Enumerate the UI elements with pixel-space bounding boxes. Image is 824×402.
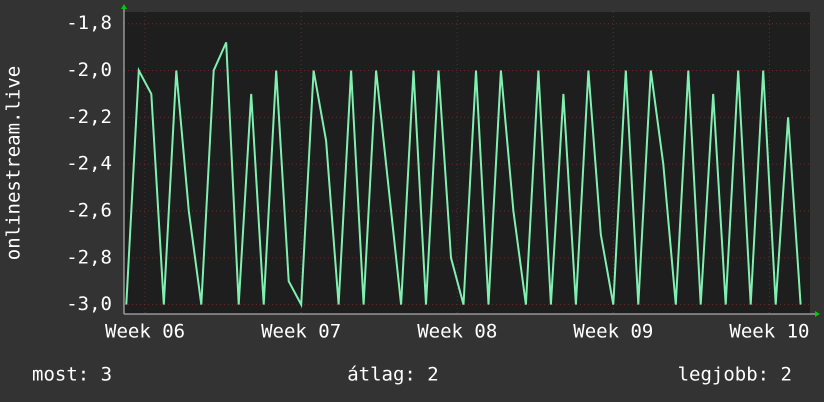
x-tick-label: Week 06 bbox=[105, 321, 185, 343]
x-tick-label: Week 07 bbox=[261, 321, 341, 343]
y-axis-arrow bbox=[121, 4, 127, 9]
y-tick-label: -2,0 bbox=[66, 59, 112, 81]
y-axis-label: onlinestream.live bbox=[3, 66, 25, 260]
y-tick-label: -2,4 bbox=[66, 153, 112, 175]
y-tick-label: -2,2 bbox=[66, 106, 112, 128]
x-tick-label: Week 09 bbox=[573, 321, 653, 343]
y-tick-label: -2,6 bbox=[66, 199, 112, 221]
x-tick-label: Week 08 bbox=[417, 321, 497, 343]
x-tick-label: Week 10 bbox=[729, 321, 809, 343]
x-axis-arrow bbox=[815, 311, 820, 317]
footer-stat: átlag: 2 bbox=[347, 364, 439, 386]
plot-area bbox=[124, 12, 810, 314]
footer-stat: legjobb: 2 bbox=[678, 364, 792, 386]
y-tick-label: -3,0 bbox=[66, 293, 112, 315]
series-line bbox=[125, 41, 802, 309]
y-tick-label: -1,8 bbox=[66, 12, 112, 34]
y-tick-label: -2,8 bbox=[66, 246, 112, 268]
footer-stat: most: 3 bbox=[32, 364, 112, 386]
